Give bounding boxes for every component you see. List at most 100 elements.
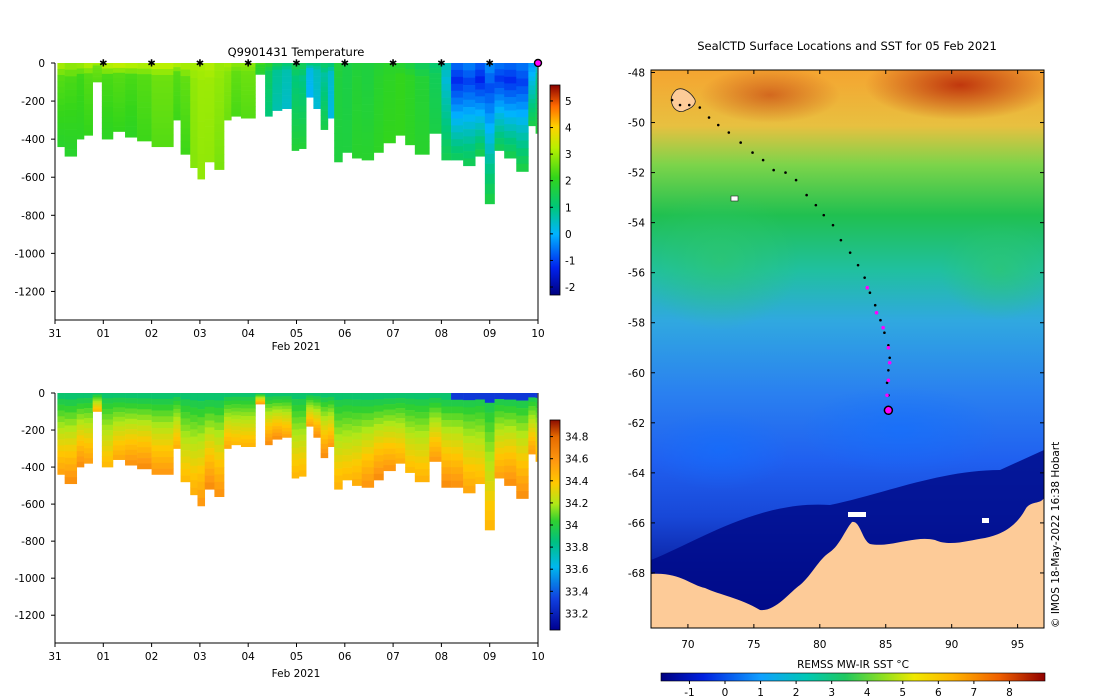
profile-cell (306, 87, 314, 91)
profile-cell (125, 126, 138, 133)
profile-cell (231, 101, 242, 106)
heard-island (730, 195, 739, 202)
profile-cell (516, 163, 529, 172)
sst-colorbar-tick-label: 6 (935, 687, 942, 699)
profile-cell (240, 435, 256, 440)
profile-column (535, 393, 538, 462)
profile-cell (352, 90, 363, 98)
profile-cell (494, 399, 505, 406)
profile-cell (92, 79, 103, 81)
profile-cell (383, 114, 396, 121)
profile-cell (352, 452, 363, 460)
profile-cell (83, 88, 93, 95)
profile-cell (224, 91, 232, 96)
profile-cell (494, 453, 505, 461)
track-point (805, 193, 808, 197)
profile-cell (334, 468, 343, 476)
profile-column (112, 393, 126, 460)
profile-cell (361, 76, 375, 85)
profile-cell (231, 437, 242, 442)
profile-cell (451, 83, 464, 92)
profile-cell (395, 114, 406, 121)
profile-cell (180, 115, 191, 123)
profile-cell (214, 437, 225, 446)
sst-colorbar-tick-label: -1 (684, 687, 694, 699)
profile-cell (298, 452, 307, 459)
profile-cell (231, 396, 242, 401)
profile-cell (313, 421, 321, 426)
profile-cell (298, 118, 307, 125)
profile-cell (494, 88, 505, 95)
profile-cell (83, 458, 93, 464)
x-tick-label: 08 (435, 651, 448, 663)
profile-cell (298, 124, 307, 131)
profile-cell (64, 89, 78, 97)
profile-cell (180, 63, 191, 70)
profile-cell (320, 443, 329, 449)
profile-cell (373, 424, 384, 431)
profile-cell (204, 441, 215, 449)
profile-cell (535, 78, 538, 84)
profile-cell (272, 96, 283, 101)
profile-cell (83, 63, 93, 69)
track-point (848, 251, 852, 254)
profile-cell (298, 111, 307, 119)
profile-column (137, 63, 152, 142)
profile-cell (272, 66, 283, 71)
profile-cell (334, 77, 343, 85)
profile-cell (504, 83, 517, 91)
profile-cell (197, 162, 206, 172)
profile-cell (528, 427, 536, 433)
profile-cell (320, 439, 329, 445)
x-tick-label: 01 (97, 328, 110, 340)
profile-cell (494, 113, 505, 120)
profile-cell (414, 141, 430, 149)
profile-cell (92, 404, 103, 407)
profile-cell (137, 452, 152, 459)
profile-cell (204, 98, 215, 106)
profile-cell (180, 69, 191, 77)
profile-cell (92, 72, 103, 75)
profile-cell (224, 116, 232, 121)
profile-cell (429, 93, 442, 99)
profile-cell (441, 453, 452, 461)
sst-map-title: SealCTD Surface Locations and SST for 05… (697, 39, 997, 53)
profile-cell (395, 438, 406, 444)
profile-cell (494, 138, 505, 145)
profile-cell (306, 63, 314, 66)
profile-cell (240, 416, 256, 421)
profile-cell (352, 137, 363, 145)
profile-cell (291, 106, 300, 114)
profile-cell (352, 110, 363, 118)
profile-cell (405, 398, 416, 405)
colorbar-tick-label: 34.2 (565, 498, 588, 510)
profile-cell (255, 399, 266, 401)
profile-cell (528, 393, 536, 398)
salinity-profiles (57, 393, 538, 531)
profile-cell (204, 84, 215, 92)
profile-cell (204, 448, 215, 456)
profile-cell (535, 441, 538, 448)
profile-column (298, 63, 307, 149)
profile-cell (383, 415, 396, 422)
profile-cell (313, 399, 321, 403)
profile-cell (57, 433, 65, 440)
profile-cell (429, 118, 442, 124)
profile-cell (173, 67, 181, 72)
profile-cell (298, 393, 307, 400)
profile-cell (504, 439, 517, 447)
profile-cell (92, 399, 103, 402)
profile-cell (180, 456, 191, 464)
profile-cell (535, 437, 538, 443)
profile-column (414, 63, 430, 155)
profile-cell (327, 66, 335, 72)
profile-cell (451, 104, 464, 112)
profile-cell (291, 125, 300, 133)
profile-cell (112, 102, 126, 108)
profile-cell (334, 454, 343, 463)
profile-cell (112, 431, 126, 437)
profile-cell (125, 454, 138, 461)
profile-cell (334, 475, 343, 483)
profile-cell (361, 446, 375, 455)
profile-cell (112, 116, 126, 123)
